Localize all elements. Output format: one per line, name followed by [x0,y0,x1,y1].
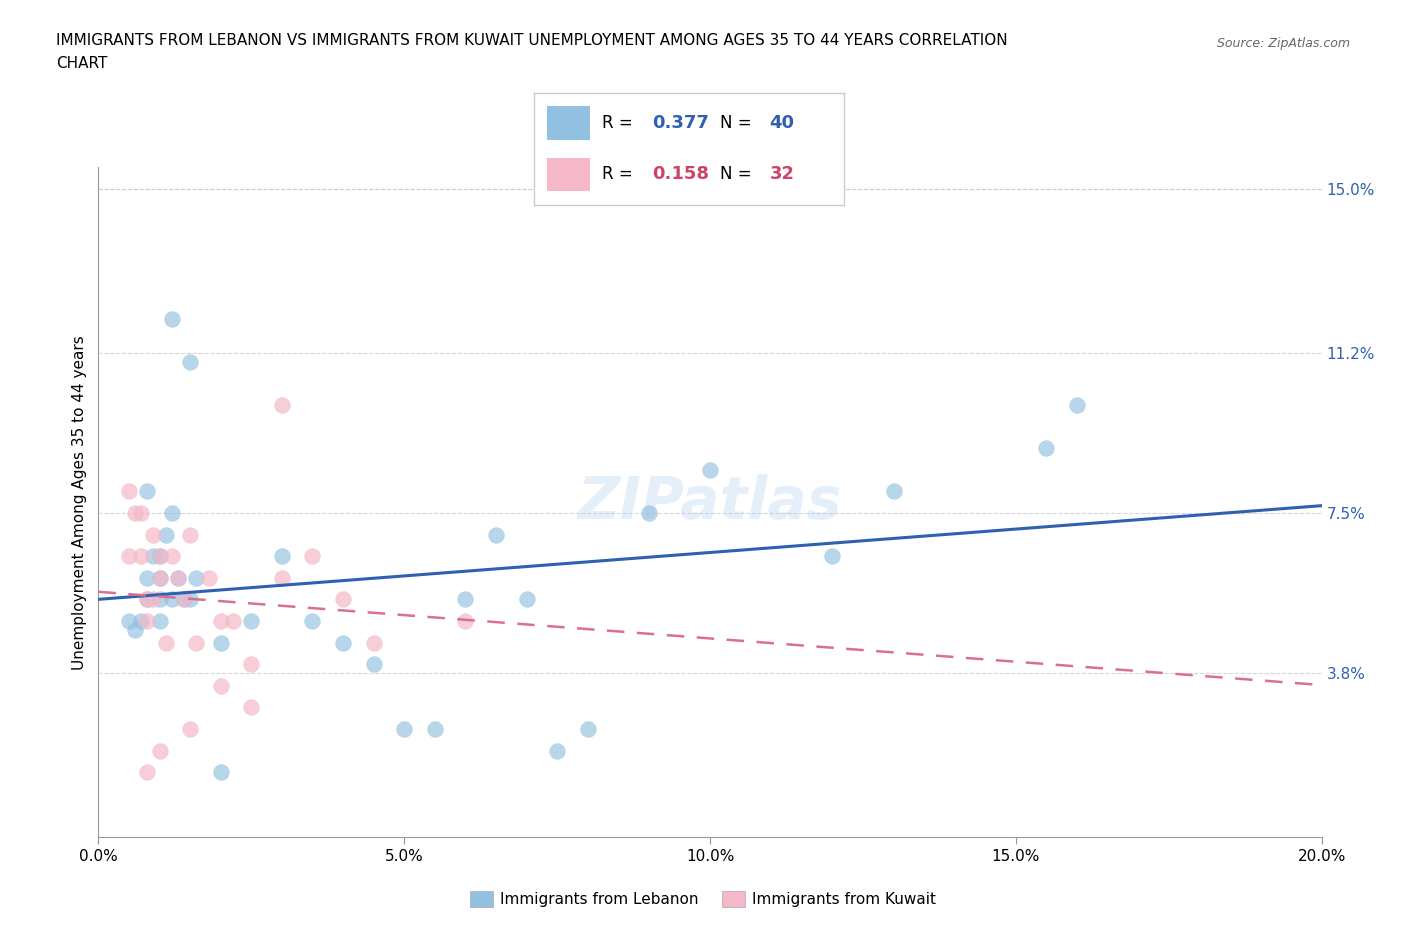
Point [209,635,232,650]
Text: Source: ZipAtlas.com: Source: ZipAtlas.com [1216,37,1350,50]
Point [136,592,159,607]
Point [637,506,661,521]
Point [240,700,263,715]
Point [160,506,183,521]
Point [167,570,190,585]
Point [197,570,219,585]
Point [136,614,159,629]
Text: R =: R = [602,114,638,132]
Point [173,592,195,607]
Bar [547,106,591,140]
Point [179,592,201,607]
Point [301,614,323,629]
Point [332,635,354,650]
Point [546,743,568,758]
Text: 32: 32 [769,166,794,183]
Point [222,614,245,629]
Point [118,549,141,564]
Point [332,592,354,607]
Point [209,678,232,693]
Text: R =: R = [602,166,638,183]
Point [155,635,177,650]
Point [270,397,292,412]
Y-axis label: Unemployment Among Ages 35 to 44 years: Unemployment Among Ages 35 to 44 years [72,335,87,670]
Point [516,592,538,607]
Point [136,570,159,585]
Point [240,657,263,671]
Text: IMMIGRANTS FROM LEBANON VS IMMIGRANTS FROM KUWAIT UNEMPLOYMENT AMONG AGES 35 TO : IMMIGRANTS FROM LEBANON VS IMMIGRANTS FR… [56,33,1008,47]
Text: N =: N = [720,114,756,132]
Point [149,570,172,585]
Point [167,570,190,585]
Point [209,764,232,779]
Point [160,549,183,564]
Point [160,592,183,607]
Point [142,527,165,542]
Text: CHART: CHART [56,56,108,71]
Point [392,722,416,737]
Point [699,462,721,477]
Legend: Immigrants from Lebanon, Immigrants from Kuwait: Immigrants from Lebanon, Immigrants from… [464,884,942,913]
Point [124,622,146,637]
Point [1066,397,1088,412]
Point [454,592,477,607]
Point [142,549,165,564]
Point [301,549,323,564]
Text: 0.158: 0.158 [652,166,709,183]
Point [129,506,152,521]
Point [129,614,152,629]
Point [173,592,195,607]
Text: ZIPatlas: ZIPatlas [578,473,842,531]
Point [136,592,159,607]
Point [160,312,183,326]
Point [1035,441,1057,456]
Point [209,614,232,629]
Point [149,549,172,564]
Point [179,722,201,737]
Point [149,592,172,607]
Point [454,614,477,629]
Point [149,614,172,629]
Point [821,549,844,564]
Point [186,570,208,585]
Point [136,764,159,779]
Point [149,743,172,758]
Point [485,527,508,542]
Point [118,614,141,629]
Point [129,549,152,564]
Text: 0.377: 0.377 [652,114,709,132]
Point [363,657,385,671]
Point [179,354,201,369]
Point [186,635,208,650]
Point [883,484,905,498]
Point [155,527,177,542]
Point [270,570,292,585]
Point [179,527,201,542]
Point [142,592,165,607]
Bar [547,158,591,192]
Point [136,484,159,498]
Point [363,635,385,650]
Text: N =: N = [720,166,756,183]
Point [423,722,446,737]
Point [124,506,146,521]
Point [270,549,292,564]
Point [118,484,141,498]
Text: 40: 40 [769,114,794,132]
Point [149,570,172,585]
Point [149,549,172,564]
Point [240,614,263,629]
Point [576,722,599,737]
